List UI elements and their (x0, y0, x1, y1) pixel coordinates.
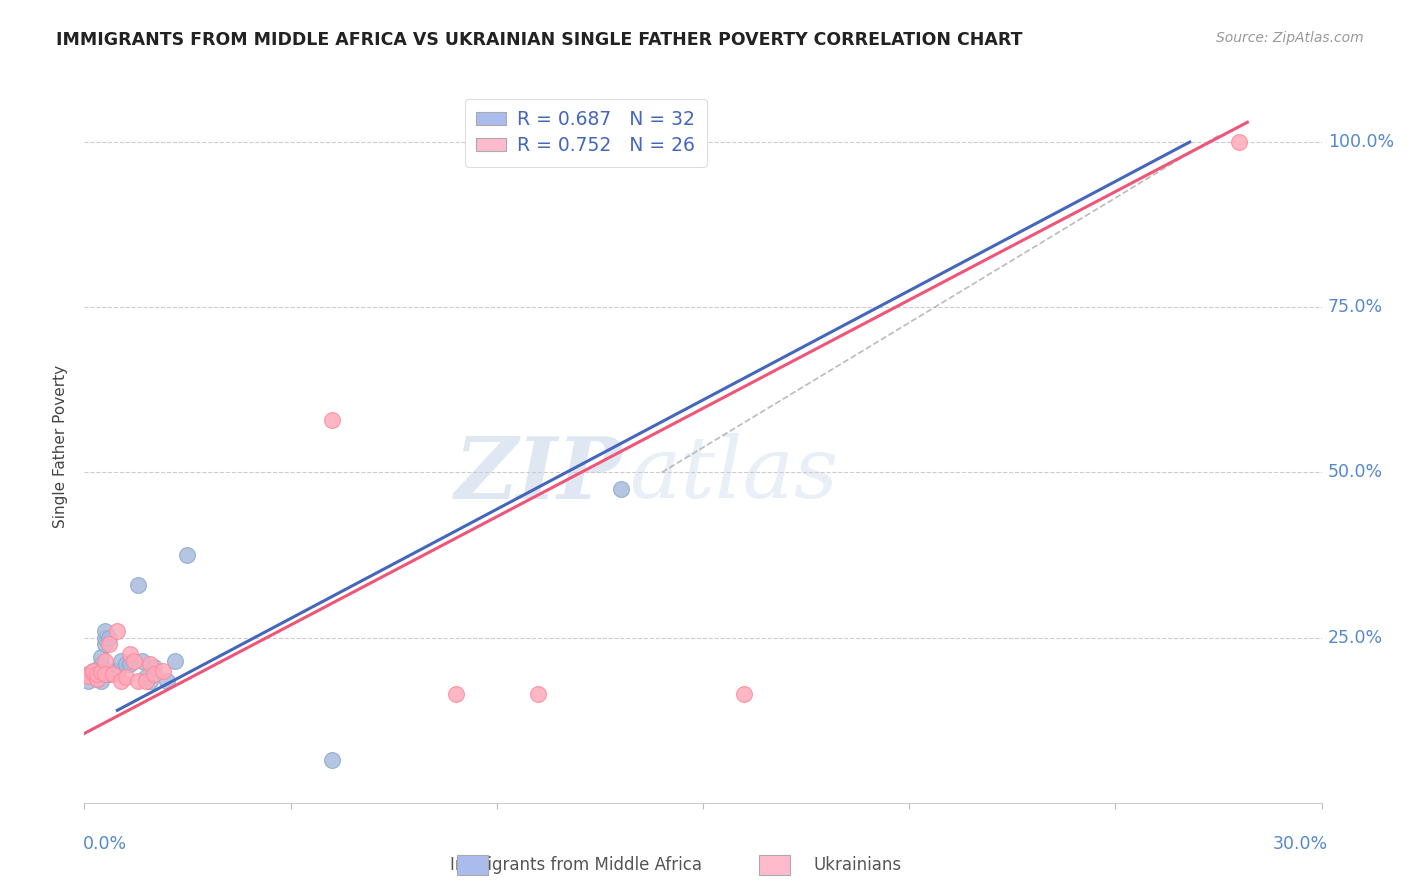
Legend: R = 0.687   N = 32, R = 0.752   N = 26: R = 0.687 N = 32, R = 0.752 N = 26 (465, 99, 707, 167)
Point (143, 667, 166, 681)
Point (135, 670, 157, 684)
Point (86, 667, 108, 681)
Text: 30.0%: 30.0% (1272, 835, 1327, 853)
Point (609, 482, 631, 496)
Point (82, 667, 104, 681)
Point (527, 687, 550, 701)
Point (321, 412, 343, 426)
Text: atlas: atlas (628, 434, 838, 516)
Point (86, 672, 108, 686)
Point (77, 673, 100, 688)
Point (90, 665, 112, 679)
Y-axis label: Single Father Poverty: Single Father Poverty (53, 365, 69, 527)
Point (86, 665, 108, 679)
Point (105, 624, 128, 638)
Point (114, 670, 136, 684)
Point (77, 669, 100, 683)
Point (94, 631, 117, 645)
Point (94, 654, 117, 668)
Point (444, 687, 467, 701)
Point (131, 654, 153, 668)
Point (122, 654, 145, 668)
Point (98, 631, 121, 645)
Point (103, 667, 125, 681)
Point (118, 647, 141, 661)
Point (143, 660, 166, 674)
Text: 25.0%: 25.0% (1327, 629, 1384, 647)
Point (127, 578, 149, 592)
Point (94, 667, 117, 681)
Point (127, 673, 149, 688)
Text: 75.0%: 75.0% (1327, 298, 1384, 317)
Point (156, 673, 179, 688)
Point (110, 654, 132, 668)
Point (77, 667, 100, 681)
Point (118, 657, 141, 671)
Point (98, 637, 121, 651)
Point (94, 637, 117, 651)
Text: 0.0%: 0.0% (83, 835, 128, 853)
Point (77, 667, 100, 681)
Text: Source: ZipAtlas.com: Source: ZipAtlas.com (1216, 31, 1364, 45)
Text: 50.0%: 50.0% (1327, 464, 1384, 482)
Point (103, 664, 125, 678)
Text: Ukrainians: Ukrainians (814, 856, 901, 874)
Point (1227, 135, 1250, 149)
Point (82, 664, 104, 678)
Point (86, 669, 108, 683)
Point (114, 657, 136, 671)
Point (139, 673, 162, 688)
Text: ZIP: ZIP (454, 433, 623, 516)
Point (733, 687, 755, 701)
Point (98, 667, 121, 681)
Point (105, 664, 128, 678)
Point (90, 650, 112, 665)
Point (176, 548, 198, 562)
Text: Immigrants from Middle Africa: Immigrants from Middle Africa (450, 856, 703, 874)
Text: IMMIGRANTS FROM MIDDLE AFRICA VS UKRAINIAN SINGLE FATHER POVERTY CORRELATION CHA: IMMIGRANTS FROM MIDDLE AFRICA VS UKRAINI… (56, 31, 1022, 49)
Point (82, 664, 104, 678)
Point (86, 672, 108, 686)
Point (110, 673, 132, 688)
Point (139, 657, 162, 671)
Point (90, 657, 112, 671)
Point (135, 673, 157, 688)
Point (321, 753, 343, 767)
Point (165, 654, 187, 668)
Point (90, 667, 112, 681)
Point (82, 666, 104, 681)
Point (152, 664, 174, 678)
Point (90, 673, 112, 688)
Point (98, 667, 121, 681)
Point (94, 624, 117, 638)
Text: 100.0%: 100.0% (1327, 133, 1393, 151)
